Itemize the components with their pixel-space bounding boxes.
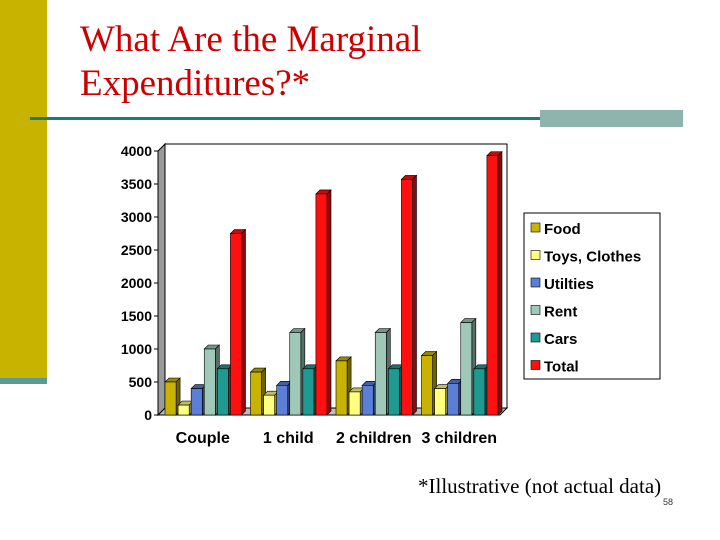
title-rule-accent <box>540 110 683 127</box>
bar-side-total <box>241 228 246 416</box>
x-tick-label: 2 children <box>336 430 412 447</box>
bar-food <box>164 381 177 416</box>
y-tick-label: 500 <box>129 374 153 390</box>
bar-utilties <box>447 383 460 416</box>
legend-label-food: Food <box>544 221 581 238</box>
bar-toys-clothes <box>348 391 361 416</box>
y-tick-label: 2500 <box>121 242 152 258</box>
y-tick-label: 3500 <box>121 176 152 192</box>
x-tick-label: Couple <box>176 430 230 447</box>
bar-side-total <box>497 150 503 416</box>
chart-side-wall <box>157 142 166 417</box>
legend-swatch-toys-clothes <box>530 250 541 260</box>
title-rule <box>30 117 540 120</box>
bar-total <box>401 179 413 416</box>
bar-rent <box>289 332 302 416</box>
legend-label-cars: Cars <box>544 331 577 348</box>
bar-cars <box>473 368 486 416</box>
legend-swatch-utilties <box>530 277 541 288</box>
y-tick-label: 4000 <box>121 143 152 159</box>
bar-utilties <box>276 384 289 416</box>
legend-swatch-rent <box>530 305 541 315</box>
bar-toys-clothes <box>263 394 275 416</box>
slide-number: 58 <box>663 497 674 507</box>
bar-cars <box>388 368 400 416</box>
y-tick-label: 1500 <box>121 308 152 324</box>
slide-title-line1: What Are the Marginal <box>80 19 422 60</box>
footnote: *Illustrative (not actual data) <box>418 474 662 498</box>
bar-utilties <box>190 388 203 416</box>
bar-side-total <box>326 189 332 416</box>
accent-side-bar-base <box>0 378 47 384</box>
legend-swatch-cars <box>530 332 541 343</box>
x-tick-label: 1 child <box>263 430 314 447</box>
x-tick-label: 3 children <box>421 430 497 447</box>
bar-toys-clothes <box>434 388 446 416</box>
y-tick-label: 0 <box>144 407 152 423</box>
slide-title-line2: Expenditures?* <box>80 63 311 104</box>
bar-toys-clothes <box>177 404 190 416</box>
y-tick-label: 1000 <box>121 341 152 357</box>
bar-cars <box>217 368 229 416</box>
bar-rent <box>460 322 473 416</box>
legend-label-rent: Rent <box>544 304 577 321</box>
bar-cars <box>302 368 315 416</box>
legend-swatch-food <box>530 222 541 233</box>
bar-total <box>315 193 328 416</box>
bar-food <box>421 355 433 416</box>
bar-total <box>486 155 499 416</box>
bar-food <box>250 371 262 416</box>
legend-label-toys-clothes: Toys, Clothes <box>544 249 641 266</box>
accent-side-bar <box>0 0 47 384</box>
bar-rent <box>374 332 387 416</box>
y-tick-label: 3000 <box>121 209 152 225</box>
legend-label-utilties: Utilties <box>544 276 594 293</box>
bar-side-total <box>412 174 417 416</box>
bar-total <box>230 233 242 416</box>
bar-rent <box>203 348 216 416</box>
legend-swatch-total <box>530 360 541 370</box>
slide-title: What Are the Marginal Expenditures?* <box>80 18 421 106</box>
bar-utilties <box>361 384 374 416</box>
legend-label-total: Total <box>544 359 579 376</box>
bar-food <box>335 360 348 416</box>
y-tick-label: 2000 <box>121 275 152 291</box>
legend-box <box>523 212 661 380</box>
